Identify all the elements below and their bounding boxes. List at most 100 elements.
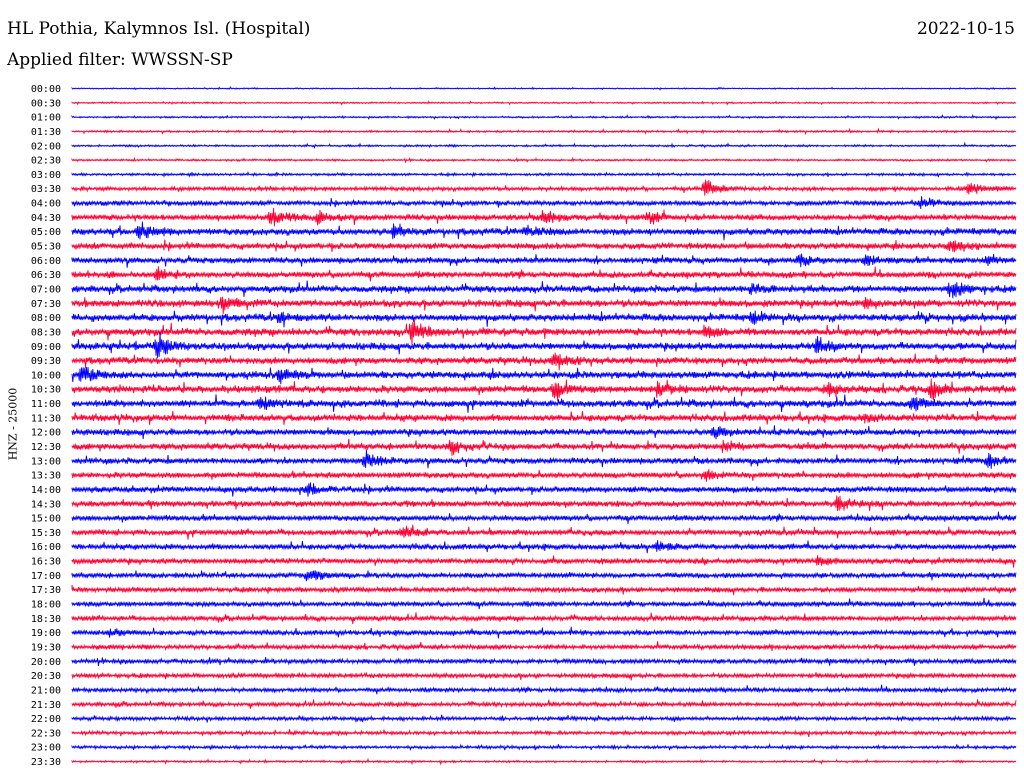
time-tick-label: 01:00	[31, 113, 61, 124]
trace-line	[71, 555, 1017, 568]
trace-line	[71, 114, 1017, 121]
trace-line	[71, 699, 1017, 709]
trace-line	[71, 757, 1017, 766]
time-tick-label: 02:00	[31, 141, 61, 152]
time-tick-label: 05:30	[31, 242, 61, 253]
trace-line	[71, 85, 1017, 91]
trace-line	[71, 540, 1017, 554]
time-tick-label: 12:00	[31, 428, 61, 439]
time-tick-label: 19:00	[31, 628, 61, 639]
trace-line	[71, 310, 1017, 328]
trace-line	[71, 378, 1017, 401]
trace-line	[71, 366, 1017, 385]
trace-line	[71, 207, 1017, 227]
time-tick-label: 23:00	[31, 743, 61, 754]
trace-line	[71, 449, 1017, 469]
trace-line	[71, 100, 1017, 106]
time-tick-label: 19:30	[31, 642, 61, 653]
trace-line	[71, 296, 1017, 314]
time-tick-label: 11:30	[31, 413, 61, 424]
trace-line	[71, 584, 1017, 596]
time-tick-label: 20:00	[31, 657, 61, 668]
time-tick-label: 22:00	[31, 714, 61, 725]
time-tick-label: 15:00	[31, 514, 61, 525]
time-tick-label: 22:30	[31, 728, 61, 739]
filter-label: Applied filter: WWSSN-SP	[7, 50, 233, 70]
time-tick-label: 07:00	[31, 284, 61, 295]
time-tick-label: 10:00	[31, 370, 61, 381]
time-tick-label: 17:30	[31, 585, 61, 596]
time-tick-label: 03:30	[31, 184, 61, 195]
trace-line	[71, 469, 1017, 482]
trace-line	[71, 141, 1017, 150]
time-tick-label: 21:30	[31, 700, 61, 711]
trace-line	[71, 239, 1017, 253]
trace-line	[71, 253, 1017, 268]
time-tick-label: 09:00	[31, 342, 61, 353]
time-tick-label: 06:00	[31, 256, 61, 267]
trace-line	[71, 221, 1017, 241]
time-tick-label: 07:30	[31, 299, 61, 310]
trace-line	[71, 425, 1017, 440]
time-tick-label: 06:30	[31, 270, 61, 281]
time-tick-label: 18:00	[31, 600, 61, 611]
trace-line	[71, 671, 1017, 681]
trace-line	[71, 196, 1017, 209]
trace-line	[71, 511, 1017, 525]
trace-line	[71, 597, 1017, 610]
station-title: HL Pothia, Kalymnos Isl. (Hospital)	[7, 19, 311, 39]
time-tick-label: 02:30	[31, 156, 61, 167]
time-tick-label: 16:30	[31, 557, 61, 568]
date-label: 2022-10-15	[916, 19, 1015, 39]
time-tick-label: 14:00	[31, 485, 61, 496]
trace-line	[71, 482, 1017, 497]
trace-line	[71, 331, 1017, 358]
time-tick-label: 10:30	[31, 385, 61, 396]
time-tick-label: 13:00	[31, 456, 61, 467]
trace-line	[71, 352, 1017, 371]
time-tick-label: 16:00	[31, 542, 61, 553]
time-tick-label: 01:30	[31, 127, 61, 138]
trace-line	[71, 266, 1017, 282]
seismic-traces	[71, 85, 1017, 766]
time-tick-label: 23:30	[31, 757, 61, 768]
trace-line	[71, 714, 1017, 723]
time-tick-label: 08:00	[31, 313, 61, 324]
time-tick-label: 03:00	[31, 170, 61, 181]
time-tick-label: 21:00	[31, 685, 61, 696]
time-tick-label: 12:30	[31, 442, 61, 453]
trace-line	[71, 394, 1017, 413]
trace-line	[71, 570, 1017, 582]
time-tick-labels: 00:00 00:30 01:00 01:30 02:00 02:30 03:00 03:30…	[31, 84, 61, 768]
time-tick-label: 18:30	[31, 614, 61, 625]
time-tick-label: 20:30	[31, 671, 61, 682]
trace-line	[71, 156, 1017, 164]
trace-line	[71, 641, 1017, 652]
trace-line	[71, 179, 1017, 196]
trace-line	[71, 319, 1017, 346]
trace-line	[71, 170, 1017, 179]
trace-line	[71, 410, 1017, 425]
trace-line	[71, 438, 1017, 456]
trace-line	[71, 127, 1017, 136]
trace-line	[71, 742, 1017, 752]
trace-line	[71, 684, 1017, 695]
time-tick-label: 00:00	[31, 84, 61, 95]
time-tick-label: 17:00	[31, 571, 61, 582]
time-tick-label: 09:30	[31, 356, 61, 367]
time-tick-label: 04:30	[31, 213, 61, 224]
trace-line	[71, 729, 1017, 738]
time-tick-label: 00:30	[31, 98, 61, 109]
trace-line	[71, 524, 1017, 540]
trace-line	[71, 626, 1017, 639]
time-tick-label: 14:30	[31, 499, 61, 510]
trace-line	[71, 612, 1017, 625]
time-tick-label: 08:30	[31, 327, 61, 338]
time-tick-label: 04:00	[31, 199, 61, 210]
time-tick-label: 15:30	[31, 528, 61, 539]
time-tick-label: 05:00	[31, 227, 61, 238]
trace-line	[71, 495, 1017, 512]
time-tick-label: 13:30	[31, 471, 61, 482]
trace-line	[71, 280, 1017, 299]
